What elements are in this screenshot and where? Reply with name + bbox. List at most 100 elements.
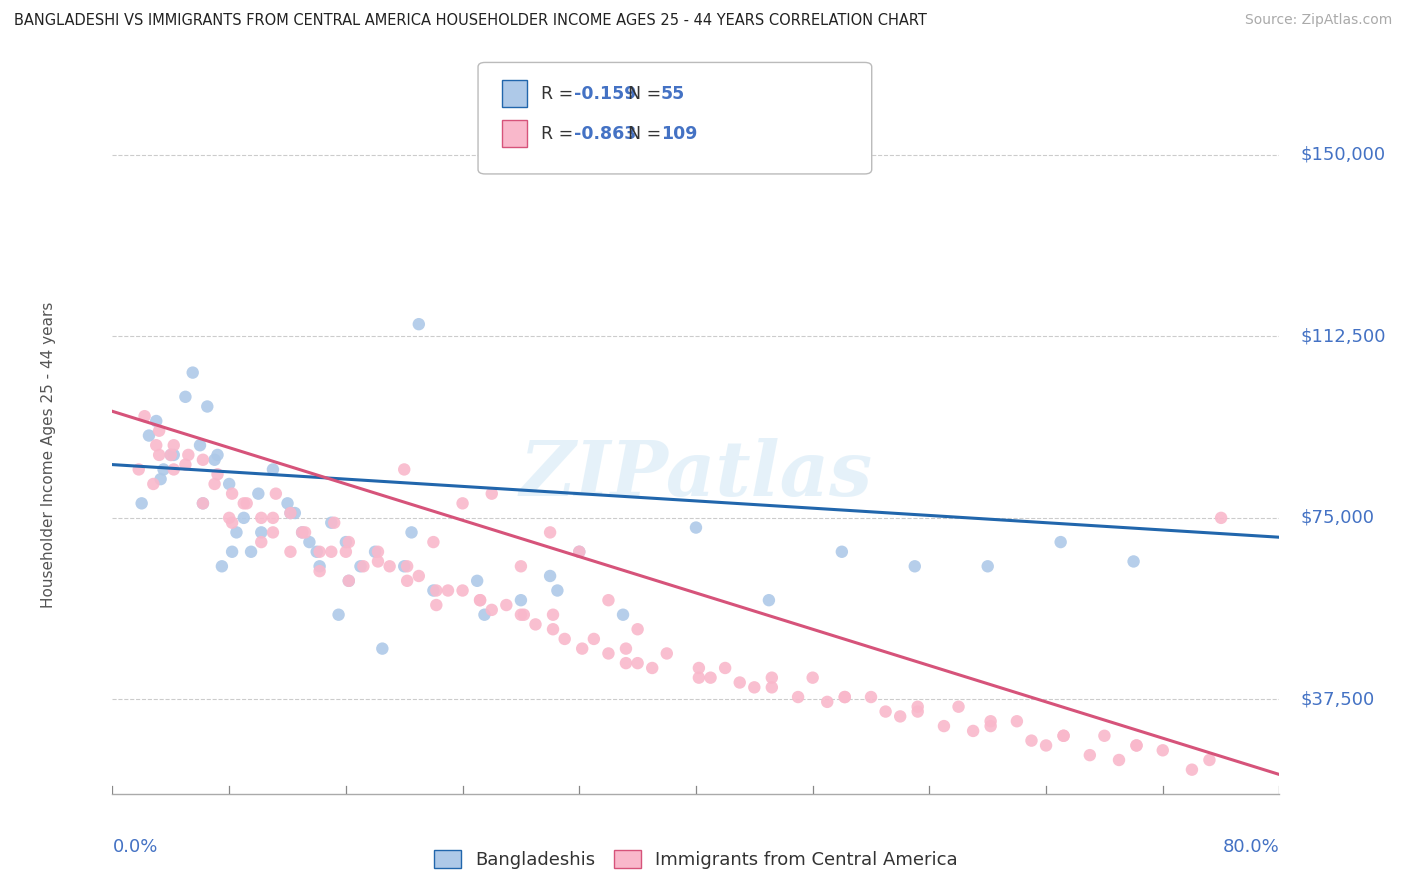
Point (323, 516, 346, 530)
Point (1021, 733, 1043, 747)
Point (524, 617, 547, 632)
Point (1078, 748, 1101, 763)
Text: $112,500: $112,500 (1301, 327, 1386, 345)
Point (1209, 511, 1232, 525)
Point (422, 583, 444, 598)
Point (451, 496, 474, 510)
Point (160, 448, 183, 462)
Point (308, 559, 330, 574)
Point (221, 486, 243, 500)
Point (655, 647, 678, 661)
Point (907, 699, 929, 714)
Point (538, 525, 561, 540)
Point (232, 511, 254, 525)
Point (262, 525, 284, 540)
Point (980, 714, 1002, 729)
Point (396, 559, 419, 574)
Point (131, 496, 153, 510)
Point (425, 583, 447, 598)
Point (308, 545, 330, 559)
Point (134, 409, 156, 424)
Text: -0.863: -0.863 (574, 125, 636, 143)
Point (163, 448, 186, 462)
Point (598, 593, 620, 607)
Point (367, 545, 389, 559)
Point (541, 607, 564, 622)
Point (247, 486, 270, 500)
Point (218, 477, 240, 491)
Point (451, 583, 474, 598)
Point (742, 681, 765, 695)
Point (699, 671, 721, 685)
Text: $75,000: $75,000 (1301, 508, 1375, 527)
Point (378, 559, 401, 574)
Point (962, 723, 984, 738)
Point (250, 525, 273, 540)
Point (240, 545, 263, 559)
Text: 109: 109 (661, 125, 697, 143)
Point (495, 598, 517, 612)
Point (145, 414, 167, 428)
Point (1152, 743, 1174, 757)
Point (207, 448, 229, 462)
Point (1049, 535, 1071, 549)
Point (904, 559, 927, 574)
Point (513, 607, 536, 622)
Point (305, 545, 328, 559)
Point (352, 559, 374, 574)
Text: Source: ZipAtlas.com: Source: ZipAtlas.com (1244, 13, 1392, 28)
Point (1122, 554, 1144, 568)
Text: ZIPatlas: ZIPatlas (519, 438, 873, 512)
Point (392, 559, 416, 574)
Point (481, 603, 503, 617)
Point (138, 428, 160, 442)
Point (221, 545, 243, 559)
Point (976, 559, 998, 574)
Point (980, 719, 1002, 733)
Point (481, 486, 503, 500)
Point (626, 622, 648, 636)
Point (815, 695, 838, 709)
Point (538, 569, 561, 583)
Point (571, 641, 593, 656)
Point (221, 516, 243, 530)
Text: N =: N = (628, 85, 668, 103)
Point (308, 564, 330, 578)
Point (465, 574, 488, 588)
Point (191, 452, 214, 467)
Point (761, 671, 783, 685)
Point (468, 593, 491, 607)
Point (280, 506, 302, 520)
Point (509, 593, 531, 607)
Point (337, 535, 360, 549)
Point (582, 632, 605, 646)
Point (1092, 729, 1115, 743)
Point (262, 511, 284, 525)
Legend: Bangladeshis, Immigrants from Central America: Bangladeshis, Immigrants from Central Am… (427, 843, 965, 876)
Point (831, 545, 853, 559)
Point (401, 525, 423, 540)
Text: 0.0%: 0.0% (112, 838, 157, 856)
Point (232, 496, 254, 510)
Point (408, 317, 430, 331)
Point (335, 535, 357, 549)
Point (250, 535, 273, 549)
Point (907, 705, 929, 719)
Point (425, 598, 447, 612)
Point (758, 593, 780, 607)
Text: 55: 55 (661, 85, 685, 103)
Point (688, 661, 710, 675)
Point (191, 496, 214, 510)
Point (598, 647, 620, 661)
Point (1052, 729, 1074, 743)
Point (859, 690, 883, 704)
Text: BANGLADESHI VS IMMIGRANTS FROM CENTRAL AMERICA HOUSEHOLDER INCOME AGES 25 - 44 Y: BANGLADESHI VS IMMIGRANTS FROM CENTRAL A… (14, 13, 927, 29)
Point (218, 511, 240, 525)
Point (889, 709, 911, 723)
Point (276, 496, 298, 510)
Point (367, 554, 389, 568)
Point (568, 545, 591, 559)
Point (163, 438, 186, 452)
Point (801, 671, 824, 685)
Point (688, 671, 710, 685)
